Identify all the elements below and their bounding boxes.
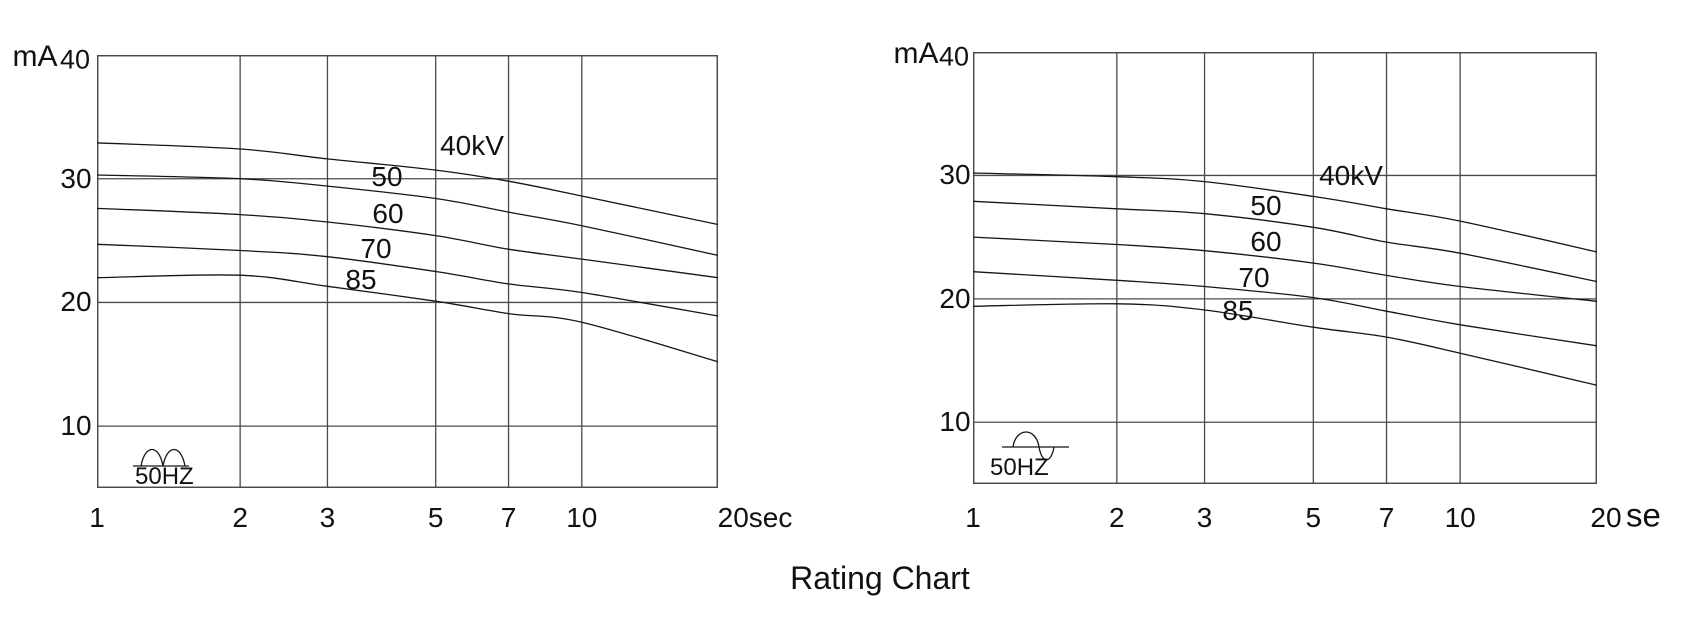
curve-85 bbox=[973, 303, 1597, 386]
x-tick-label-2: 2 bbox=[232, 502, 248, 533]
curve-label-60: 60 bbox=[372, 198, 404, 229]
y-tick-label-20: 20 bbox=[939, 282, 971, 314]
y-tick-label-20: 20 bbox=[60, 286, 92, 318]
plot-border bbox=[97, 55, 718, 488]
y-tick-label-40: 40 bbox=[938, 41, 970, 72]
sine-wave-icon bbox=[1002, 431, 1069, 461]
curve-85 bbox=[97, 274, 718, 363]
curve-50 bbox=[973, 200, 1597, 283]
curve-label-85: 85 bbox=[345, 264, 377, 295]
curve-40kV bbox=[97, 142, 718, 226]
curve-label-40kV: 40kV bbox=[440, 130, 504, 161]
y-tick-label-30: 30 bbox=[939, 159, 971, 191]
curve-50 bbox=[97, 174, 718, 257]
right-rating-chart-plot-area bbox=[973, 52, 1597, 484]
curve-label-50: 50 bbox=[1250, 190, 1282, 221]
grid-lines bbox=[97, 55, 718, 488]
x-tick-label-7: 7 bbox=[1378, 502, 1395, 533]
figure-title: Rating Chart bbox=[790, 560, 970, 596]
grid-lines bbox=[973, 52, 1597, 484]
x-tick-label-5: 5 bbox=[1305, 502, 1322, 533]
x-tick-label-10: 10 bbox=[566, 502, 598, 533]
y-axis-unit-label: mA bbox=[893, 37, 939, 70]
y-tick-label-40: 40 bbox=[59, 44, 91, 75]
curve-70 bbox=[97, 243, 718, 317]
x-tick-label-7: 7 bbox=[500, 502, 517, 533]
x-axis-end-label: 20sec bbox=[717, 502, 793, 533]
x-tick-label-10: 10 bbox=[1444, 502, 1476, 533]
full-wave-rectified-icon bbox=[133, 448, 189, 467]
waveform-trace bbox=[1012, 431, 1055, 461]
curve-40kV bbox=[973, 172, 1597, 253]
y-tick-label-10: 10 bbox=[939, 406, 971, 438]
frequency-label: 50HZ bbox=[135, 463, 194, 490]
x-tick-label-1: 1 bbox=[89, 502, 105, 533]
left-rating-chart-plot-area bbox=[97, 55, 718, 488]
curve-60 bbox=[973, 236, 1597, 302]
curve-60 bbox=[97, 207, 718, 279]
waveform-trace bbox=[140, 448, 186, 467]
x-tick-label-3: 3 bbox=[1196, 502, 1213, 533]
plot-border bbox=[973, 52, 1597, 484]
y-tick-label-10: 10 bbox=[60, 410, 92, 442]
curve-label-70: 70 bbox=[360, 233, 392, 264]
curve-label-85: 85 bbox=[1222, 295, 1254, 326]
y-tick-label-30: 30 bbox=[60, 162, 92, 194]
curve-label-40kV: 40kV bbox=[1319, 160, 1383, 191]
x-axis-unit-suffix: se bbox=[1626, 496, 1661, 534]
x-tick-label-3: 3 bbox=[319, 502, 336, 533]
x-axis-end-label: 20 bbox=[1590, 502, 1622, 533]
frequency-label: 50HZ bbox=[990, 454, 1049, 481]
curve-70 bbox=[973, 271, 1597, 347]
x-tick-label-1: 1 bbox=[965, 502, 981, 533]
y-axis-unit-label: mA bbox=[12, 40, 58, 73]
x-tick-label-5: 5 bbox=[427, 502, 444, 533]
curve-label-50: 50 bbox=[371, 161, 403, 192]
x-tick-label-2: 2 bbox=[1109, 502, 1125, 533]
curve-label-70: 70 bbox=[1238, 262, 1270, 293]
curve-label-60: 60 bbox=[1250, 226, 1282, 257]
